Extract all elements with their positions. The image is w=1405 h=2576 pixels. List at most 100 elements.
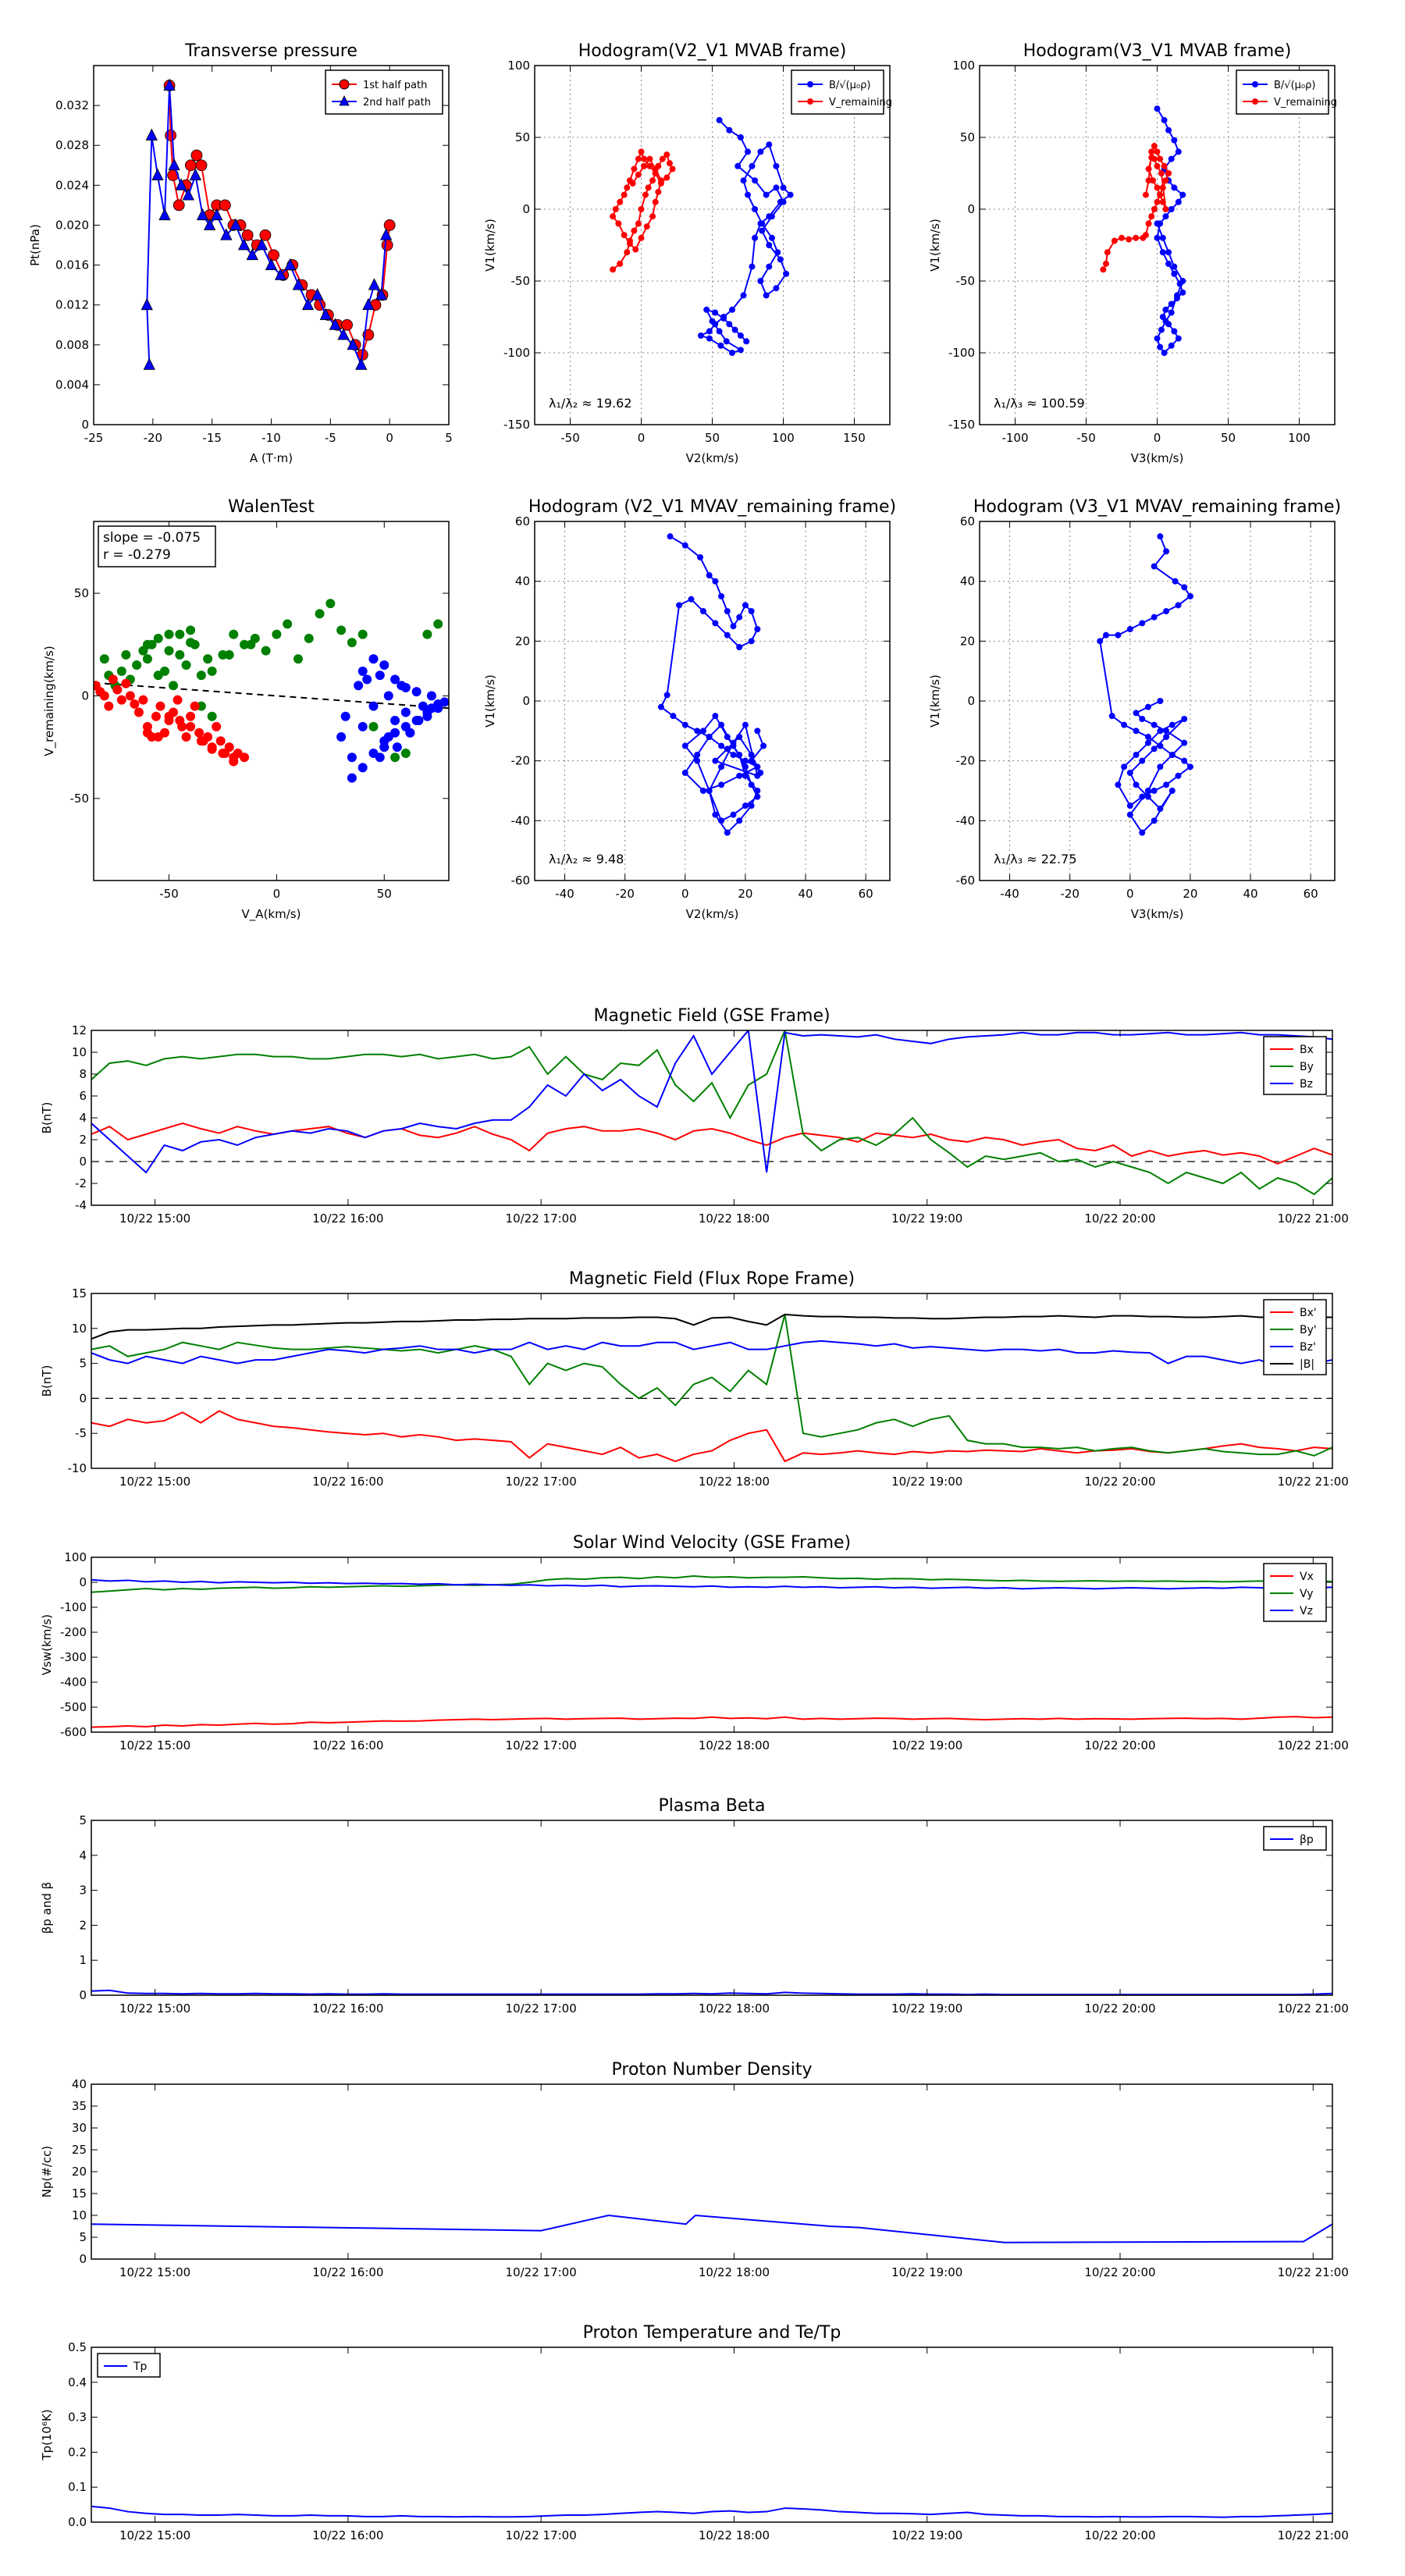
data-point xyxy=(752,234,759,241)
legend: B/√(μ₀ρ) V_remaining xyxy=(1236,69,1337,115)
series-line xyxy=(91,1340,1332,1368)
x-tick-label: 50 xyxy=(1221,431,1236,445)
x-tick-label: -20 xyxy=(1060,887,1080,901)
data-point xyxy=(720,315,727,322)
data-point xyxy=(657,703,664,710)
legend-marker xyxy=(1252,81,1258,87)
plot-frame xyxy=(91,2083,1333,2260)
data-point xyxy=(742,602,749,609)
timeseries-panel: 10/22 15:00 10/22 16:00 10/22 17:00 10/22 1… xyxy=(40,1533,1349,1752)
data-point xyxy=(1102,260,1109,267)
y-axis-label: Vsw(km/s) xyxy=(40,1614,54,1675)
data-point xyxy=(1133,752,1140,758)
data-point xyxy=(646,155,653,162)
data-point xyxy=(138,695,148,705)
data-point xyxy=(728,306,735,313)
plot-frame xyxy=(91,1557,1333,1733)
x-tick-label: 10/22 15:00 xyxy=(119,1738,190,1752)
y-tick-label: 2 xyxy=(79,1918,87,1932)
stats-line: slope = -0.075 xyxy=(103,530,201,546)
data-point xyxy=(635,220,642,227)
data-point xyxy=(168,158,180,171)
data-point xyxy=(748,752,755,758)
data-point xyxy=(1126,236,1133,243)
data-point xyxy=(400,707,411,717)
data-point xyxy=(368,701,379,711)
ratio-annotation: λ₁/λ₂ ≈ 19.62 xyxy=(549,396,632,411)
data-point xyxy=(773,162,780,169)
data-point xyxy=(626,240,633,247)
y-axis-label: V1(km/s) xyxy=(928,219,942,272)
data-point xyxy=(99,654,109,664)
data-point xyxy=(1161,162,1168,169)
data-point xyxy=(1179,289,1186,296)
data-point xyxy=(1173,292,1180,299)
data-point xyxy=(184,159,197,172)
data-point xyxy=(329,318,342,330)
data-point xyxy=(1133,781,1140,788)
legend-label: 1st half path xyxy=(363,80,427,91)
x-tick-label: 10/22 15:00 xyxy=(119,1475,190,1489)
timeseries-panel: 10/22 15:00 10/22 16:00 10/22 17:00 10/22 1… xyxy=(40,2323,1349,2542)
y-tick-label: 50 xyxy=(74,586,89,600)
data-point xyxy=(780,184,787,191)
legend: B/√(μ₀ρ) V_remaining xyxy=(791,69,892,115)
x-tick-label: 100 xyxy=(1288,431,1311,445)
data-point xyxy=(1181,716,1188,722)
x-tick-label: -15 xyxy=(202,431,222,445)
data-point xyxy=(621,191,628,198)
data-point xyxy=(1165,170,1172,176)
data-point xyxy=(632,246,639,253)
data-point xyxy=(1163,548,1170,555)
timeseries-panel: 10/22 15:00 10/22 16:00 10/22 17:00 10/22 1… xyxy=(40,2060,1349,2279)
data-point xyxy=(694,752,701,758)
x-tick-label: 10/22 20:00 xyxy=(1084,1212,1155,1226)
data-point xyxy=(638,148,645,155)
data-point xyxy=(667,533,674,540)
data-point xyxy=(670,713,677,720)
fit-line xyxy=(94,681,449,710)
data-point xyxy=(357,629,368,639)
x-tick-label: 0 xyxy=(1154,431,1161,445)
data-point xyxy=(649,213,656,220)
data-point xyxy=(265,258,278,270)
y-tick-label: -100 xyxy=(948,346,975,360)
y-tick-label: 20 xyxy=(960,634,975,648)
data-point xyxy=(712,757,719,764)
y-tick-label: 20 xyxy=(72,2165,87,2179)
y-axis-label: V1(km/s) xyxy=(483,674,497,728)
y-tick-label: 60 xyxy=(960,514,975,528)
data-point xyxy=(652,198,659,205)
data-point xyxy=(763,191,770,198)
data-point xyxy=(375,287,388,301)
plot-area xyxy=(91,2214,1332,2243)
data-point xyxy=(624,184,631,191)
data-point xyxy=(716,328,723,335)
data-point xyxy=(1162,306,1169,313)
x-tick-label: -100 xyxy=(1001,431,1028,445)
x-axis-label: V3(km/s) xyxy=(1131,451,1184,465)
series-line xyxy=(699,119,792,354)
data-point xyxy=(347,337,359,350)
data-point xyxy=(143,358,155,370)
y-tick-label: 0 xyxy=(79,2252,87,2266)
data-point xyxy=(1162,206,1169,212)
y-tick-label: -20 xyxy=(956,754,976,768)
data-point xyxy=(169,681,179,691)
legend-marker xyxy=(339,95,350,106)
x-tick-label: 10/22 15:00 xyxy=(119,2528,190,2542)
data-point xyxy=(1175,148,1182,155)
y-tick-label: 25 xyxy=(72,2143,87,2157)
data-point xyxy=(1161,116,1168,123)
data-point xyxy=(1100,266,1107,273)
x-tick-label: 0 xyxy=(1126,887,1134,901)
data-point xyxy=(703,306,710,313)
data-point xyxy=(730,811,737,818)
plot-frame xyxy=(91,2347,1333,2523)
data-point xyxy=(663,151,670,158)
data-point xyxy=(748,638,755,645)
data-point xyxy=(1151,143,1158,150)
data-point xyxy=(774,249,781,256)
legend: 1st half path 2nd half path xyxy=(325,69,443,115)
